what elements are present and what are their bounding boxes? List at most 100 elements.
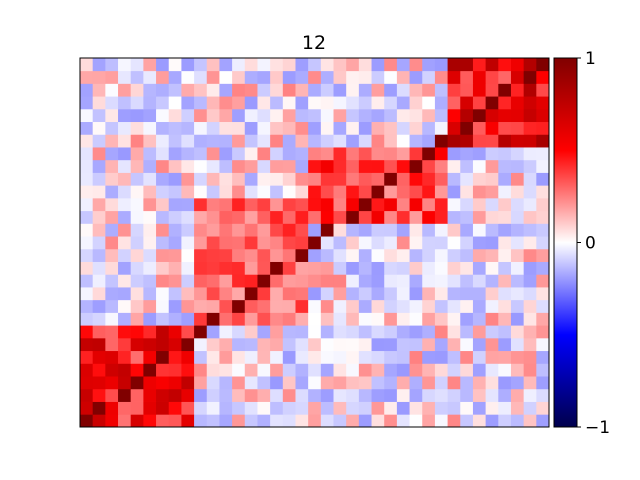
heatmap-cell [510,121,525,135]
heatmap-cell [447,108,461,123]
heatmap-cell [219,388,233,402]
heatmap-cell [371,401,385,415]
heatmap-cell [118,197,132,212]
heatmap-cell [384,274,398,288]
heatmap-cell [244,261,258,275]
heatmap-cell [257,83,271,97]
heatmap-cell [333,147,347,161]
heatmap-cell [270,401,284,415]
heatmap-cell [409,96,423,110]
heatmap-cell [396,287,410,301]
heatmap-cell [206,414,220,428]
heatmap-cell [194,401,208,415]
heatmap-cell [257,388,271,402]
heatmap-cell [130,414,144,428]
heatmap-cell [358,185,372,199]
heatmap-cell [206,325,220,339]
heatmap-cell [295,312,309,326]
heatmap-cell [156,121,170,135]
heatmap-cell [358,363,372,377]
heatmap-cell [244,83,258,97]
heatmap-cell [181,223,195,237]
heatmap-cell [536,414,550,428]
heatmap-cell [333,248,347,262]
heatmap-cell [194,236,208,250]
heatmap-cell [232,350,246,364]
heatmap-cell [460,414,474,428]
heatmap-cell [118,299,132,313]
heatmap-cell [257,363,271,377]
heatmap-cell [447,172,461,186]
heatmap-cell [523,376,537,390]
heatmap-cell [384,299,398,313]
heatmap-cell [143,223,157,237]
heatmap-cell [244,159,258,173]
heatmap-cell [333,121,347,135]
heatmap-cell [206,134,220,148]
heatmap-cell [105,108,119,123]
heatmap-cell [270,223,284,237]
heatmap-cell [282,312,296,326]
heatmap-cell [232,210,246,224]
heatmap-cell [143,299,157,313]
heatmap-cell [194,223,208,237]
heatmap-cell [409,134,423,148]
heatmap-cell [194,350,208,364]
heatmap-cell [295,388,309,402]
heatmap-cell [194,159,208,173]
heatmap-cell [206,83,220,97]
heatmap-cell [346,172,360,186]
heatmap-cell [295,134,309,148]
heatmap-cell [346,274,360,288]
heatmap-cell [346,236,360,250]
heatmap-cell [333,134,347,148]
heatmap-cell [130,58,144,72]
heatmap-cell [156,312,170,326]
heatmap-cell [485,223,499,237]
heatmap-cell [295,287,309,301]
heatmap-cell [510,147,525,161]
heatmap-cell [523,134,537,148]
heatmap-cell [282,147,296,161]
heatmap-cell [371,210,385,224]
heatmap-cell [244,325,258,339]
heatmap-cell [130,248,144,262]
heatmap-cell [460,376,474,390]
heatmap-cell [523,388,537,402]
heatmap-cell [536,172,550,186]
heatmap-cell [219,363,233,377]
heatmap-cell [536,287,550,301]
heatmap-cell [485,261,499,275]
heatmap-cell [257,70,271,84]
heatmap-cell [143,159,157,173]
heatmap-cell [282,210,296,224]
heatmap-cell [510,299,525,313]
heatmap-cell [371,312,385,326]
heatmap-cell [384,147,398,161]
heatmap-cell [422,376,436,390]
heatmap-cell [472,147,487,161]
heatmap-cell [270,147,284,161]
heatmap-cell [295,248,309,262]
heatmap-cell [333,197,347,212]
heatmap-cell [523,325,537,339]
heatmap-cell [80,325,94,339]
heatmap-cell [181,172,195,186]
heatmap-cell [485,248,499,262]
heatmap-cell [232,299,246,313]
heatmap-cell [92,58,106,72]
heatmap-cell [409,287,423,301]
heatmap-cell [92,350,106,364]
heatmap-cell [143,197,157,212]
heatmap-cell [295,274,309,288]
heatmap-cell [384,197,398,212]
heatmap-cell [384,363,398,377]
heatmap-cell [92,134,106,148]
heatmap-cell [396,299,410,313]
heatmap-cell [358,312,372,326]
heatmap-cell [396,96,410,110]
heatmap-cell [510,261,525,275]
heatmap-cell [460,287,474,301]
heatmap-cell [320,223,334,237]
heatmap-cell [384,159,398,173]
